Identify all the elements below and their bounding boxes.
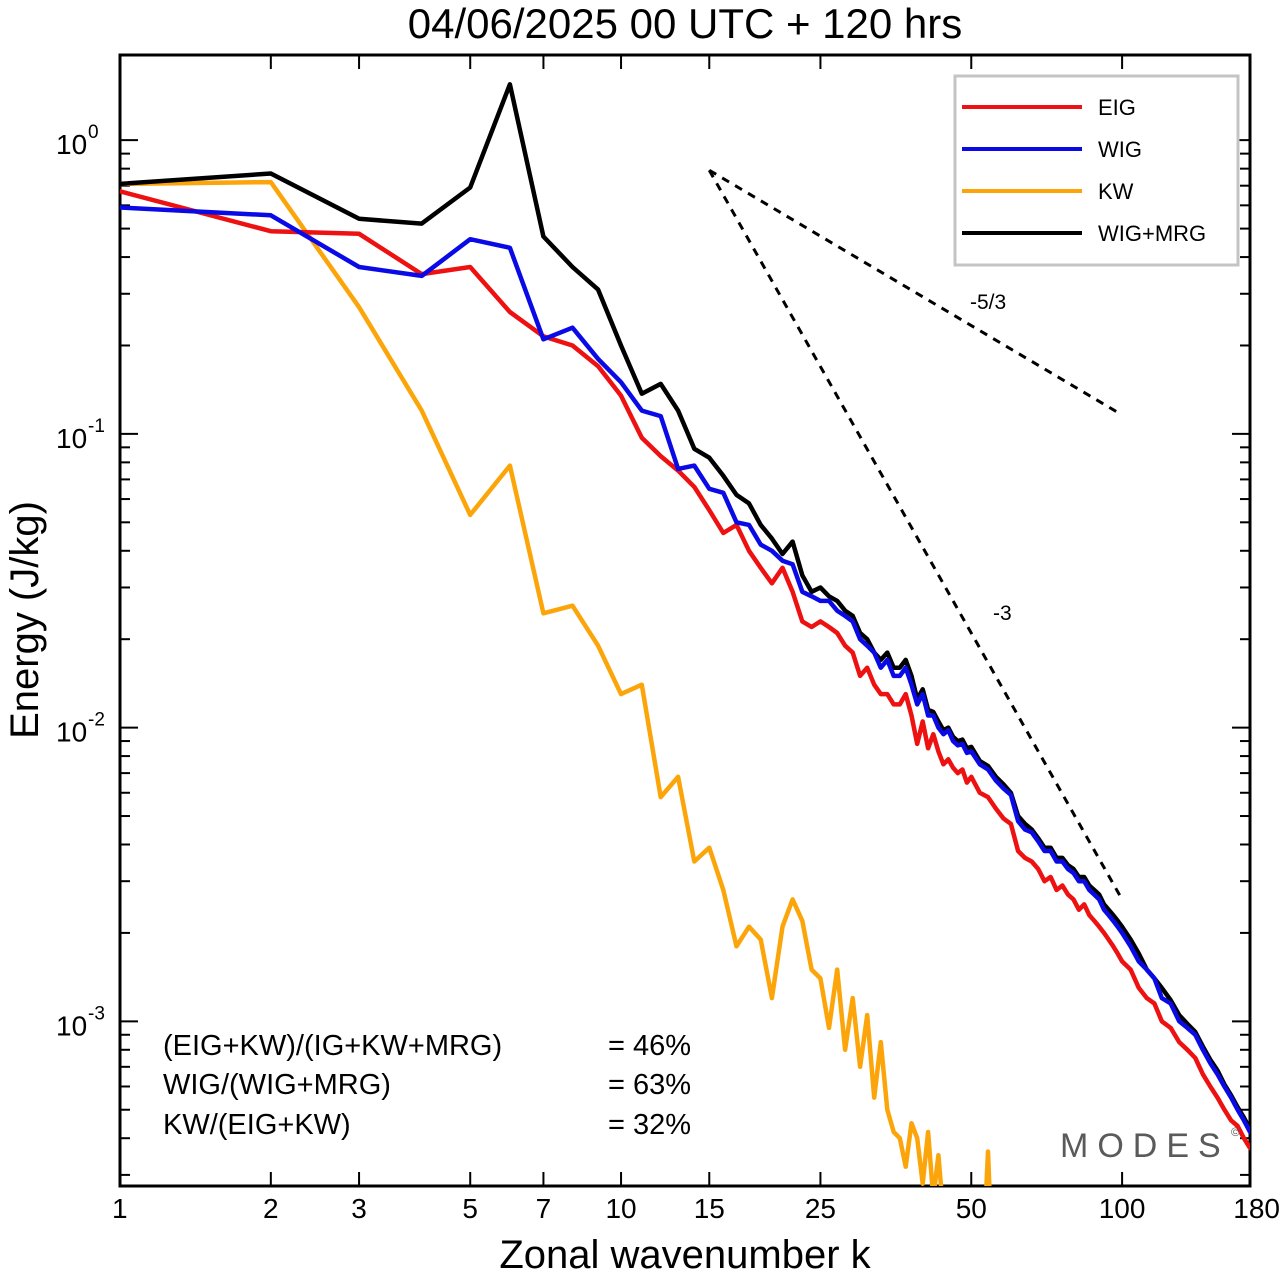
ratio-value-wig: = 63%: [608, 1069, 691, 1101]
y-tick-label--3: 10 -3: [56, 1003, 105, 1041]
y-tick-base: 10: [56, 129, 87, 160]
legend-label-kw: KW: [1098, 179, 1134, 204]
x-tick-label-25: 25: [805, 1193, 836, 1224]
ratio-value-kw: = 32%: [608, 1109, 691, 1141]
x-tick-label-50: 50: [956, 1193, 987, 1224]
series-line-wig-mrg: [120, 82, 1250, 1132]
ratio-label-wig: WIG/(WIG+MRG): [163, 1069, 391, 1101]
ratio-label-kw: KW/(EIG+KW): [163, 1109, 351, 1141]
x-tick-labels: 1 2 3 5 7 10 15 25 50 100 180: [112, 1193, 1280, 1224]
modes-watermark: MODES: [1060, 1127, 1230, 1165]
x-axis-label: Zonal wavenumber k: [499, 1233, 871, 1277]
x-tick-label-3: 3: [351, 1193, 367, 1224]
reference-slope-lines: [707, 168, 1124, 901]
ratio-annotations: (EIG+KW)/(IG+KW+MRG) = 46% WIG/(WIG+MRG)…: [163, 1030, 691, 1141]
reference-slope-5-3: [708, 168, 1123, 417]
series-line-eig: [120, 189, 1250, 1151]
x-tick-label-1: 1: [112, 1193, 128, 1224]
y-tick-label--2: 10 -2: [56, 710, 105, 748]
copyright-mark: ©: [1231, 1125, 1240, 1139]
x-tick-label-100: 100: [1099, 1193, 1146, 1224]
slope-label-five-thirds: -5/3: [970, 291, 1006, 314]
reference-slope-3: [707, 169, 1124, 901]
series-line-wig: [120, 205, 1250, 1135]
chart-title: 04/06/2025 00 UTC + 120 hrs: [408, 0, 963, 47]
y-tick-exponent: -2: [88, 710, 105, 731]
series-lines: [120, 82, 1250, 1186]
y-tick-exponent: -3: [88, 1003, 105, 1024]
y-tick-exponent: -1: [88, 416, 105, 437]
legend-label-wig-mrg: WIG+MRG: [1098, 221, 1206, 246]
x-tick-label-7: 7: [536, 1193, 552, 1224]
x-tick-label-10: 10: [605, 1193, 636, 1224]
y-tick-label--1: 10 -1: [56, 416, 105, 454]
plot-frame: [118, 53, 1252, 1188]
legend-label-wig: WIG: [1098, 137, 1142, 162]
x-tick-label-180: 180: [1233, 1193, 1280, 1224]
slope-label-three: -3: [993, 602, 1012, 625]
y-tick-exponent: 0: [88, 122, 99, 143]
legend-label-eig: EIG: [1098, 95, 1136, 120]
y-tick-base: 10: [56, 1010, 87, 1041]
ratio-label-eig-kw: (EIG+KW)/(IG+KW+MRG): [163, 1030, 502, 1062]
x-tick-label-2: 2: [263, 1193, 279, 1224]
x-tick-label-5: 5: [462, 1193, 478, 1224]
y-axis-label: Energy (J/kg): [3, 501, 47, 739]
series-line-kw: [120, 179, 992, 1186]
legend: EIG WIG KW WIG+MRG: [953, 74, 1240, 267]
y-tick-base: 10: [56, 717, 87, 748]
ratio-value-eig-kw: = 46%: [608, 1030, 691, 1062]
y-tick-base: 10: [56, 423, 87, 454]
y-tick-label-0: 10 0: [56, 122, 99, 160]
x-tick-label-15: 15: [694, 1193, 725, 1224]
